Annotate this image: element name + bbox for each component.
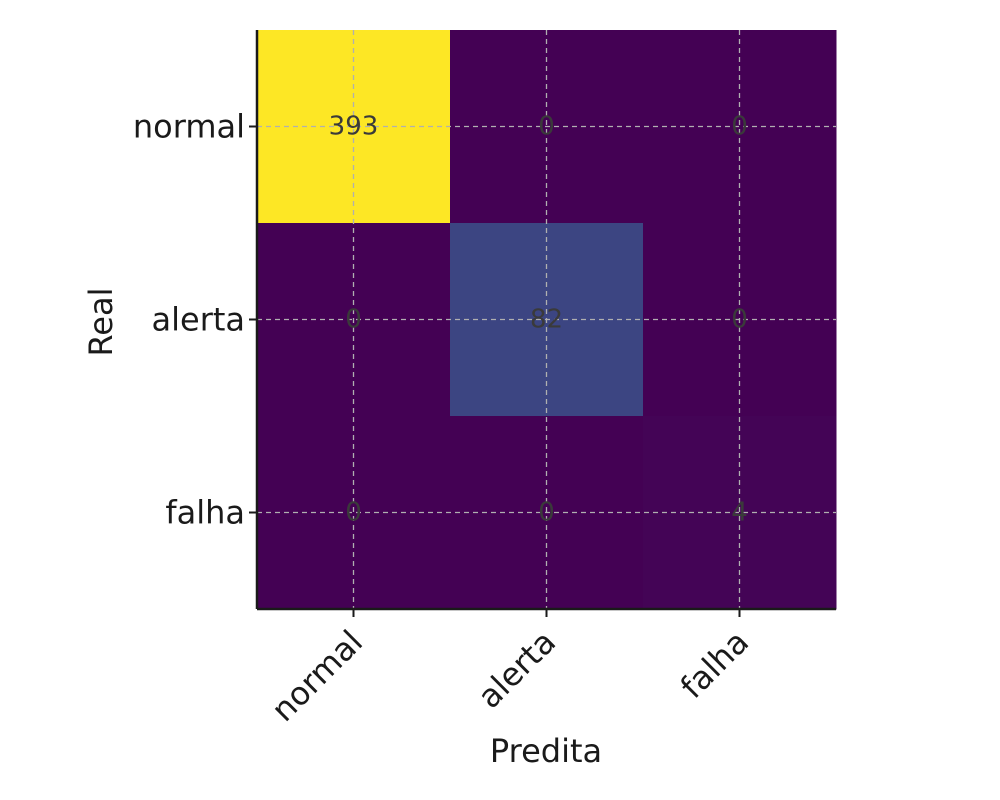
cell-value-label: 0 bbox=[731, 305, 748, 335]
cell-value-label: 0 bbox=[345, 498, 362, 528]
cell-value-label: 0 bbox=[345, 305, 362, 335]
cell-value-label: 4 bbox=[731, 498, 748, 528]
y-tick-label: normal bbox=[133, 108, 245, 146]
heatmap-cell bbox=[257, 30, 451, 224]
x-axis-label: Predita bbox=[490, 732, 602, 770]
cell-value-label: 0 bbox=[538, 498, 555, 528]
cell-value-labels: 393 0 0 0 82 0 0 0 4 bbox=[329, 112, 748, 528]
y-axis-label: Real bbox=[82, 288, 120, 357]
cell-value-label: 0 bbox=[538, 112, 555, 142]
cell-value-label: 0 bbox=[731, 112, 748, 142]
cell-value-label: 82 bbox=[530, 305, 563, 335]
x-tick-label: alerta bbox=[470, 623, 563, 716]
y-tick-label: falha bbox=[165, 494, 245, 532]
x-tick-label: falha bbox=[673, 623, 756, 706]
cell-value-label: 393 bbox=[329, 112, 379, 142]
y-tick-label: alerta bbox=[152, 301, 246, 339]
x-tick-label: normal bbox=[264, 623, 370, 729]
grid-lines bbox=[257, 30, 836, 609]
